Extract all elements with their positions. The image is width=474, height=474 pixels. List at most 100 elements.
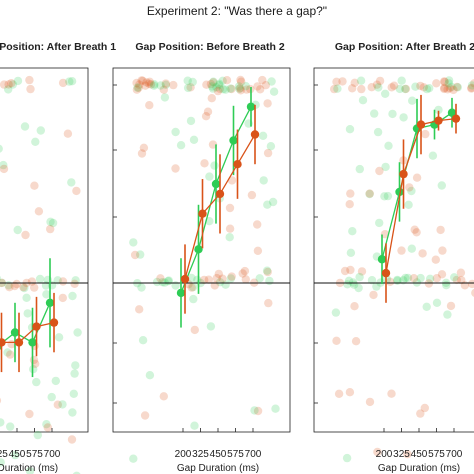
raw-point	[407, 186, 416, 196]
raw-point	[189, 135, 199, 144]
data-point	[198, 209, 207, 218]
raw-point	[452, 275, 461, 285]
raw-point	[348, 227, 357, 236]
data-point	[14, 338, 24, 347]
raw-point	[207, 94, 216, 103]
raw-point	[256, 85, 265, 94]
raw-point	[183, 83, 193, 93]
raw-point	[425, 274, 435, 283]
raw-point	[188, 282, 198, 292]
raw-point	[13, 225, 22, 235]
raw-point	[344, 276, 354, 285]
raw-point	[225, 203, 235, 213]
raw-point	[440, 77, 449, 87]
raw-point	[222, 76, 232, 85]
raw-point	[3, 348, 12, 357]
raw-point	[432, 79, 441, 88]
raw-point	[135, 80, 144, 89]
raw-point	[226, 274, 236, 283]
raw-point	[235, 84, 244, 94]
raw-point	[214, 269, 223, 279]
raw-point	[133, 83, 142, 92]
raw-point	[34, 207, 44, 216]
raw-point	[225, 224, 235, 233]
raw-point	[357, 267, 367, 276]
raw-point	[247, 190, 257, 200]
raw-point	[358, 96, 368, 105]
data-point	[416, 120, 426, 129]
raw-point	[187, 283, 196, 292]
raw-point	[4, 80, 13, 89]
raw-point	[145, 371, 155, 380]
raw-point	[218, 274, 227, 283]
raw-point	[188, 77, 197, 87]
raw-point	[380, 230, 390, 239]
raw-point	[401, 273, 410, 283]
raw-point	[263, 267, 272, 277]
raw-point	[467, 84, 474, 93]
raw-point	[186, 83, 195, 92]
raw-point	[161, 79, 170, 88]
panel-2: 200 325 450 575 700 Gap Duration (ms) Gap Posi…	[112, 41, 291, 474]
raw-point	[386, 277, 395, 286]
raw-point	[71, 276, 80, 285]
data-point	[381, 268, 391, 278]
raw-point	[330, 84, 339, 94]
raw-point	[425, 84, 434, 93]
raw-point	[212, 83, 221, 92]
raw-point	[383, 191, 393, 201]
data-point	[10, 328, 20, 337]
raw-point	[129, 454, 138, 463]
axes-frame	[0, 67, 89, 433]
raw-point	[135, 305, 144, 314]
data-point	[49, 318, 59, 327]
x-tick-label: 325	[192, 449, 209, 460]
raw-point	[68, 291, 77, 301]
raw-point	[269, 87, 279, 96]
raw-point	[419, 83, 428, 92]
raw-point	[156, 274, 165, 283]
raw-point	[356, 76, 366, 85]
raw-point	[372, 80, 382, 89]
x-tick-label: 200	[376, 449, 393, 460]
raw-point	[25, 75, 34, 85]
raw-point	[381, 89, 390, 99]
raw-point	[331, 308, 341, 317]
raw-point	[210, 161, 219, 170]
raw-point	[58, 78, 68, 88]
raw-point	[422, 84, 432, 94]
raw-point	[387, 389, 396, 398]
raw-point	[160, 93, 170, 102]
raw-points	[129, 75, 280, 463]
raw-point	[189, 294, 198, 304]
raw-point	[412, 228, 421, 237]
raw-point	[72, 471, 81, 474]
raw-point	[367, 276, 377, 285]
x-tick-label: 450	[210, 449, 227, 460]
raw-point	[373, 447, 382, 457]
raw-point	[432, 298, 442, 307]
raw-point	[158, 278, 167, 287]
raw-point	[407, 244, 416, 253]
raw-point	[70, 369, 79, 378]
raw-point	[453, 83, 462, 92]
raw-point	[437, 270, 447, 279]
raw-point	[449, 85, 458, 95]
raw-point	[253, 220, 262, 229]
raw-point	[397, 246, 406, 255]
raw-point	[205, 172, 214, 181]
data-point	[451, 114, 461, 123]
raw-point	[381, 162, 390, 172]
raw-point	[369, 290, 378, 300]
x-tick-label: 325	[0, 449, 8, 460]
raw-point	[36, 126, 45, 135]
raw-point	[444, 79, 453, 88]
raw-point	[129, 238, 138, 247]
raw-point	[201, 112, 211, 121]
raw-point	[150, 80, 159, 89]
raw-point	[443, 85, 452, 94]
raw-point	[200, 159, 209, 168]
raw-point	[69, 389, 79, 398]
raw-point	[408, 96, 417, 105]
